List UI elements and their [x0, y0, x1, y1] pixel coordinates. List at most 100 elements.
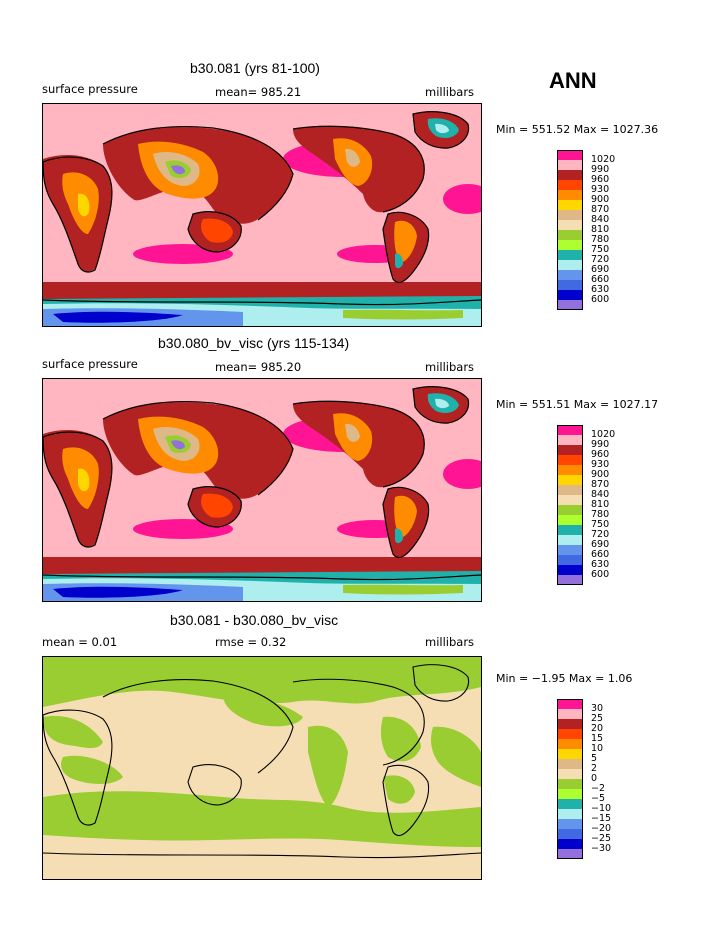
colorbar-tick-label: 20	[591, 723, 604, 734]
colorbar-swatch	[557, 525, 583, 535]
colorbar-swatch	[557, 150, 583, 160]
colorbar-swatch	[557, 565, 583, 575]
panel-3-units-label: millibars	[425, 635, 475, 649]
colorbar-swatch	[557, 260, 583, 270]
panel-1-map	[42, 103, 482, 327]
panel-1-mean-label: mean= 985.21	[215, 85, 302, 99]
panel-2-map	[42, 378, 482, 602]
colorbar-swatch	[557, 220, 583, 230]
colorbar-swatch	[557, 839, 583, 849]
colorbar-swatch	[557, 190, 583, 200]
colorbar-swatch	[557, 799, 583, 809]
colorbar-tick-label: 960	[591, 449, 610, 460]
colorbar-swatch	[557, 555, 583, 565]
colorbar-swatch	[557, 575, 583, 585]
colorbar-swatch	[557, 485, 583, 495]
colorbar-swatch	[557, 495, 583, 505]
colorbar-swatch	[557, 729, 583, 739]
colorbar-swatch	[557, 719, 583, 729]
colorbar-swatch	[557, 819, 583, 829]
colorbar-swatch	[557, 180, 583, 190]
colorbar-swatch	[557, 545, 583, 555]
colorbar-swatch	[557, 709, 583, 719]
colorbar-swatch	[557, 250, 583, 260]
colorbar-tick-label: −20	[591, 823, 612, 834]
colorbar-tick-label: 900	[591, 194, 610, 205]
colorbar-swatch	[557, 280, 583, 290]
colorbar-tick-label: 600	[591, 569, 610, 580]
colorbar-swatch	[557, 849, 583, 859]
colorbar-swatch	[557, 170, 583, 180]
panel-1-colorbar: 1020 990 960 930 900 870 840 810 780 750 720 690 660…	[557, 150, 627, 310]
colorbar-tick-label: −2	[591, 783, 606, 794]
colorbar-tick-label: 840	[591, 489, 610, 500]
colorbar-tick-label: 930	[591, 184, 610, 195]
colorbar-tick-label: 840	[591, 214, 610, 225]
colorbar-swatch	[557, 210, 583, 220]
panel-2-mean-label: mean= 985.20	[215, 360, 302, 374]
colorbar-tick-label: 960	[591, 174, 610, 185]
colorbar-swatch	[557, 535, 583, 545]
colorbar-swatch	[557, 749, 583, 759]
colorbar-tick-label: 660	[591, 549, 610, 560]
colorbar-tick-label: −5	[591, 793, 606, 804]
colorbar-swatch	[557, 425, 583, 435]
colorbar-tick-label: 810	[591, 224, 610, 235]
colorbar-tick-label: 690	[591, 264, 610, 275]
colorbar-tick-label: 30	[591, 703, 604, 714]
colorbar-tick-label: −10	[591, 803, 612, 814]
colorbar-tick-label: 630	[591, 284, 610, 295]
colorbar-swatch	[557, 200, 583, 210]
panel-1-title: b30.081 (yrs 81-100)	[190, 60, 320, 76]
colorbar-tick-label: 15	[591, 733, 604, 744]
colorbar-swatch	[557, 515, 583, 525]
panel-2-colorbar: 1020 990 960 930 900 870 840 810 780 750 720 690 660…	[557, 425, 627, 585]
colorbar-swatch	[557, 160, 583, 170]
colorbar-tick-label: 690	[591, 539, 610, 550]
colorbar-tick-label: 750	[591, 519, 610, 530]
colorbar-tick-label: 720	[591, 254, 610, 265]
colorbar-tick-label: 900	[591, 469, 610, 480]
panel-1-variable-label: surface pressure	[42, 82, 138, 96]
colorbar-swatch	[557, 789, 583, 799]
colorbar-swatch	[557, 290, 583, 300]
colorbar-tick-label: 600	[591, 294, 610, 305]
colorbar-swatch	[557, 465, 583, 475]
annual-label: ANN	[549, 68, 597, 93]
colorbar-tick-label: −15	[591, 813, 612, 824]
colorbar-swatch	[557, 779, 583, 789]
colorbar-tick-label: 870	[591, 479, 610, 490]
panel-2-units-label: millibars	[425, 360, 475, 374]
colorbar-swatch	[557, 475, 583, 485]
colorbar-swatch	[557, 769, 583, 779]
panel-3-mean-label: mean = 0.01	[42, 635, 118, 649]
panel-2-variable-label: surface pressure	[42, 357, 138, 371]
colorbar-tick-label: 5	[591, 753, 598, 764]
colorbar-tick-label: 930	[591, 459, 610, 470]
colorbar-tick-label: 660	[591, 274, 610, 285]
colorbar-swatch	[557, 505, 583, 515]
colorbar-tick-label: 1020	[591, 429, 616, 440]
panel-3-min-max: Min = −1.95 Max = 1.06	[496, 672, 633, 685]
colorbar-swatch	[557, 699, 583, 709]
panel-1-units-label: millibars	[425, 85, 475, 99]
colorbar-tick-label: −30	[591, 843, 612, 854]
panel-3-rmse-label: rmse = 0.32	[215, 635, 287, 649]
colorbar-tick-label: 810	[591, 499, 610, 510]
colorbar-tick-label: −25	[591, 833, 612, 844]
colorbar-swatch	[557, 739, 583, 749]
colorbar-swatch	[557, 829, 583, 839]
colorbar-tick-label: 990	[591, 439, 610, 450]
panel-3-title: b30.081 - b30.080_bv_visc	[170, 612, 339, 628]
colorbar-tick-label: 750	[591, 244, 610, 255]
colorbar-tick-label: 870	[591, 204, 610, 215]
colorbar-swatch	[557, 300, 583, 310]
panel-3-colorbar: 30 25 20 15 10 5 2 0 −2 −5 −10 −15 −20 −25 −30	[557, 699, 627, 859]
colorbar-swatch	[557, 809, 583, 819]
colorbar-tick-label: 0	[591, 773, 598, 784]
panel-2-min-max: Min = 551.51 Max = 1027.17	[496, 398, 659, 411]
colorbar-tick-label: 780	[591, 509, 610, 520]
colorbar-swatch	[557, 230, 583, 240]
colorbar-swatch	[557, 445, 583, 455]
colorbar-tick-label: 2	[591, 763, 598, 774]
